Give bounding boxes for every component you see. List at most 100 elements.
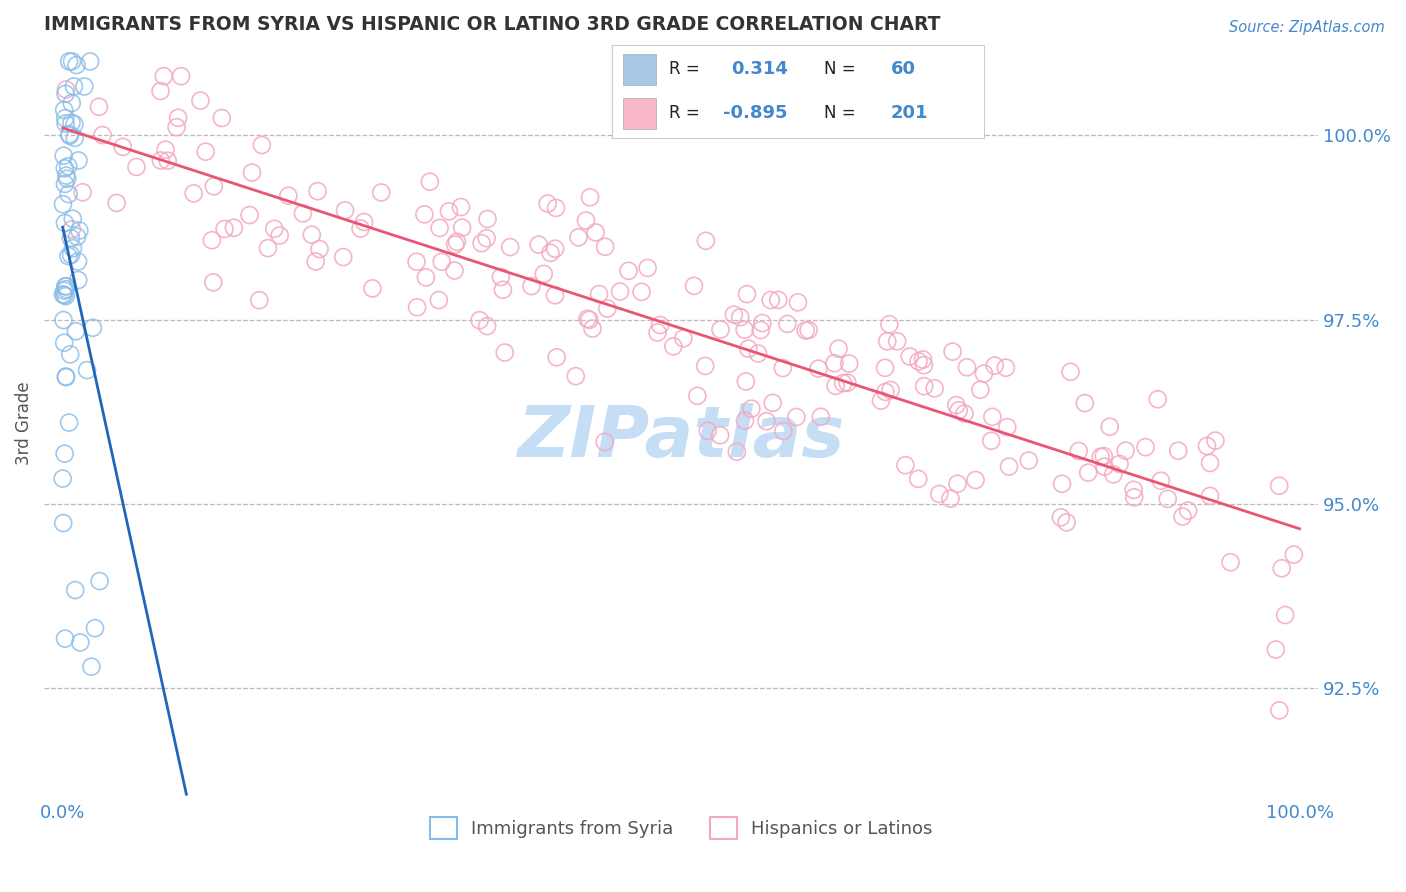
- Point: [647, 326, 669, 340]
- Point: [1268, 703, 1291, 717]
- Point: [879, 383, 901, 397]
- Point: [1056, 516, 1078, 530]
- Point: [728, 310, 751, 325]
- Point: [686, 389, 709, 403]
- Point: [956, 360, 979, 375]
- FancyBboxPatch shape: [623, 98, 657, 129]
- Point: [953, 407, 976, 421]
- Point: [111, 140, 134, 154]
- Point: [995, 420, 1018, 434]
- Point: [807, 361, 830, 376]
- Point: [1177, 503, 1199, 517]
- Point: [239, 208, 262, 222]
- Point: [55, 169, 77, 183]
- Point: [419, 175, 441, 189]
- Point: [52, 287, 75, 301]
- Point: [89, 574, 111, 588]
- Point: [544, 201, 567, 215]
- Point: [214, 222, 236, 236]
- Point: [578, 312, 600, 326]
- Point: [443, 263, 465, 277]
- Point: [406, 300, 429, 314]
- Point: [1059, 365, 1081, 379]
- Point: [475, 231, 498, 245]
- Point: [55, 82, 77, 96]
- Point: [1146, 392, 1168, 407]
- Point: [588, 287, 610, 301]
- Point: [593, 240, 616, 254]
- Point: [492, 283, 515, 297]
- Point: [735, 287, 758, 301]
- Point: [875, 384, 897, 399]
- Point: [1092, 449, 1115, 463]
- Point: [520, 279, 543, 293]
- Point: [53, 284, 76, 298]
- Point: [149, 153, 172, 168]
- Point: [413, 207, 436, 221]
- Text: R =: R =: [669, 103, 700, 121]
- Point: [277, 188, 299, 202]
- Point: [55, 370, 77, 384]
- Point: [751, 316, 773, 330]
- Point: [576, 311, 599, 326]
- Point: [759, 293, 782, 307]
- Point: [53, 161, 76, 176]
- Point: [723, 308, 745, 322]
- Point: [735, 375, 758, 389]
- Point: [546, 351, 568, 365]
- Point: [1067, 444, 1090, 458]
- Point: [725, 444, 748, 458]
- Point: [211, 111, 233, 125]
- Point: [1268, 479, 1291, 493]
- Legend: Immigrants from Syria, Hispanics or Latinos: Immigrants from Syria, Hispanics or Lati…: [423, 810, 939, 847]
- Point: [52, 472, 75, 486]
- Point: [52, 313, 75, 327]
- Point: [58, 54, 80, 69]
- Point: [585, 226, 607, 240]
- Point: [269, 228, 291, 243]
- Point: [945, 398, 967, 412]
- Point: [190, 94, 212, 108]
- Point: [1049, 510, 1071, 524]
- Point: [53, 335, 76, 350]
- Point: [53, 632, 76, 646]
- Point: [747, 346, 769, 360]
- Point: [183, 186, 205, 201]
- Point: [1157, 491, 1180, 506]
- Point: [53, 216, 76, 230]
- Point: [56, 171, 79, 186]
- Point: [149, 84, 172, 98]
- Point: [80, 659, 103, 673]
- Point: [73, 79, 96, 94]
- Point: [65, 58, 87, 72]
- Point: [60, 54, 83, 69]
- Point: [429, 221, 451, 235]
- Point: [709, 428, 731, 442]
- Point: [307, 184, 329, 198]
- Point: [946, 476, 969, 491]
- Point: [749, 323, 772, 337]
- Point: [87, 100, 110, 114]
- Point: [153, 69, 176, 83]
- Text: 201: 201: [891, 103, 928, 121]
- Point: [52, 516, 75, 530]
- Point: [772, 424, 794, 438]
- Point: [832, 376, 855, 391]
- Point: [776, 317, 799, 331]
- Point: [59, 128, 82, 143]
- Point: [886, 334, 908, 349]
- Point: [60, 222, 83, 236]
- Point: [1199, 456, 1222, 470]
- Point: [427, 293, 450, 307]
- Point: [609, 285, 631, 299]
- Point: [58, 249, 80, 263]
- Point: [787, 295, 810, 310]
- Point: [52, 149, 75, 163]
- Point: [973, 367, 995, 381]
- Point: [247, 293, 270, 308]
- Point: [695, 234, 717, 248]
- Point: [240, 165, 263, 179]
- Point: [53, 177, 76, 191]
- Point: [734, 323, 756, 337]
- Point: [870, 393, 893, 408]
